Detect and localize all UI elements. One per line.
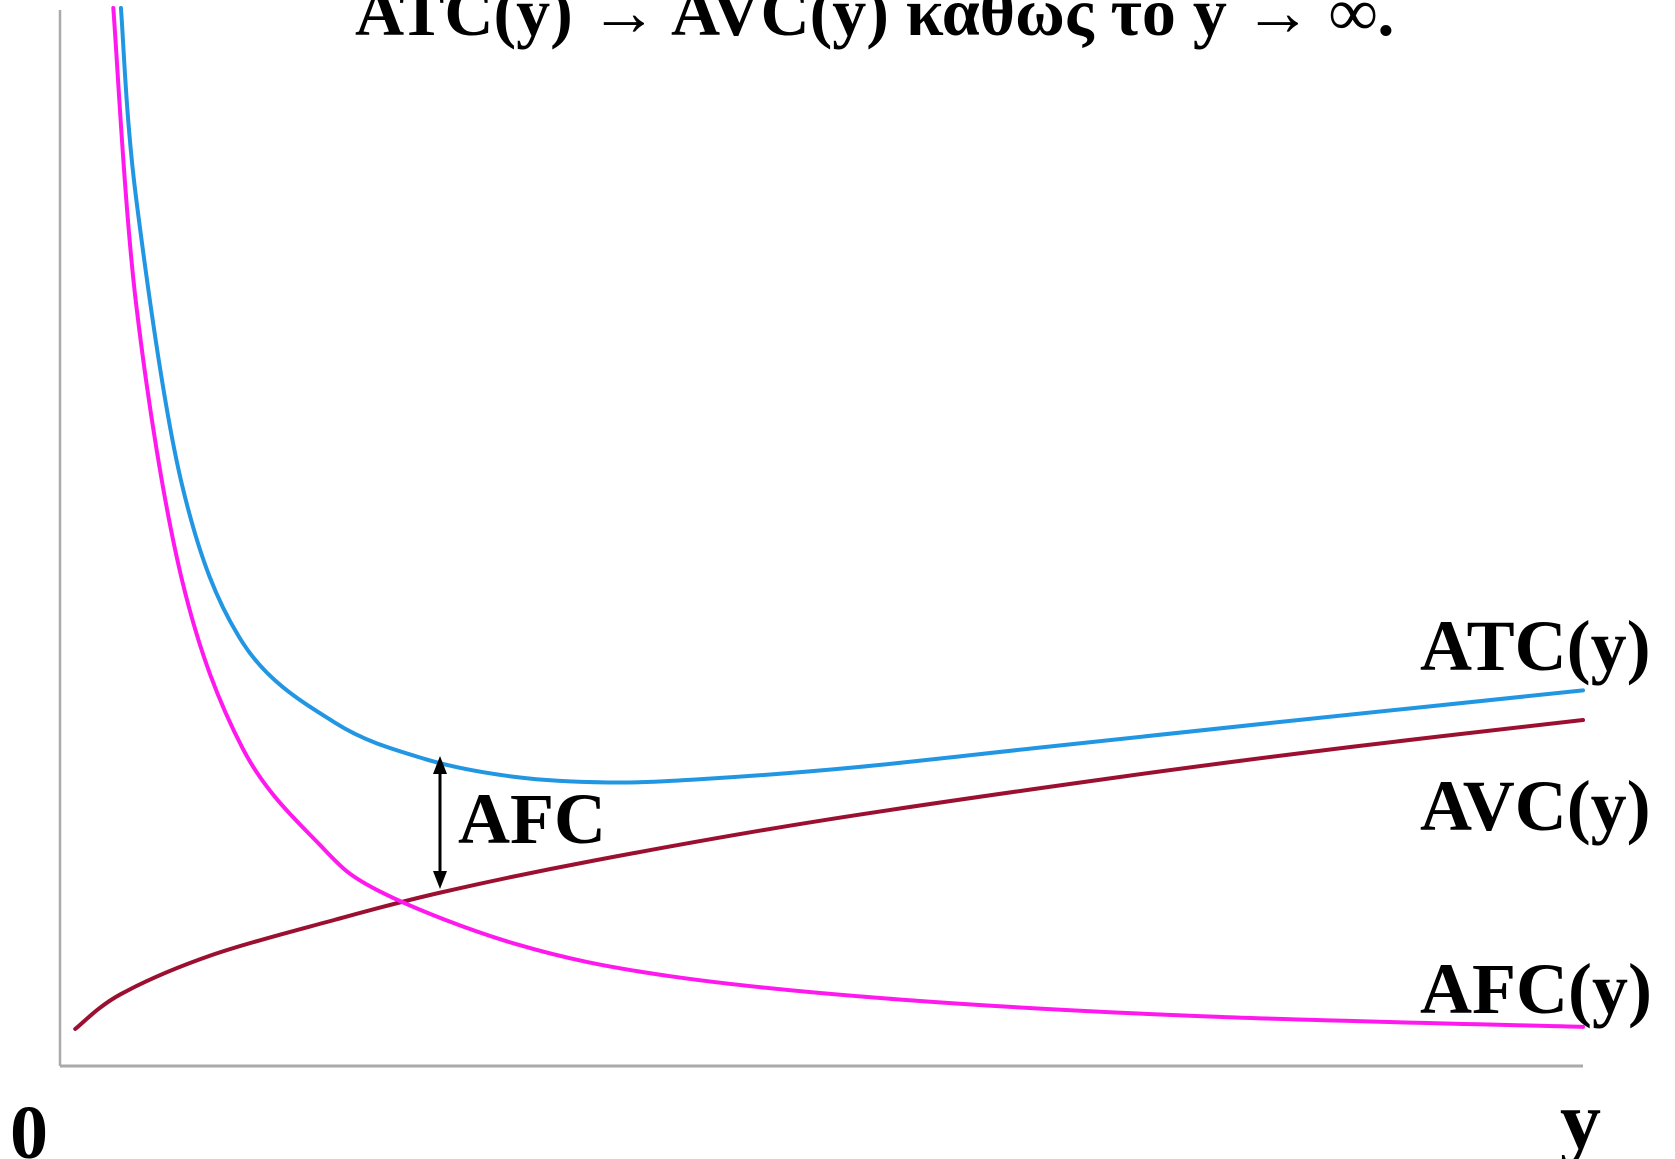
x-axis-label: y [1560, 1075, 1601, 1159]
origin-label: 0 [10, 1091, 48, 1159]
series-label-afc: AFC(y) [1420, 949, 1652, 1029]
afc-gap-arrow-head-top [433, 756, 447, 774]
chart-title: ATC(y) → AVC(y) καθώς το y → ∞. [355, 0, 1394, 50]
series-label-atc: ATC(y) [1420, 606, 1651, 686]
afc-gap-arrow-head-bottom [433, 871, 447, 889]
afc-gap-indicator: AFC [433, 756, 606, 889]
avc-y-curve [73, 718, 1585, 1031]
afc-gap-label: AFC [458, 779, 606, 859]
atc-y-curve [118, 6, 1585, 785]
series-layer [73, 6, 1585, 1031]
plot-area [58, 10, 1583, 1068]
series-label-avc: AVC(y) [1420, 766, 1651, 846]
afc-y-curve [111, 6, 1585, 1029]
